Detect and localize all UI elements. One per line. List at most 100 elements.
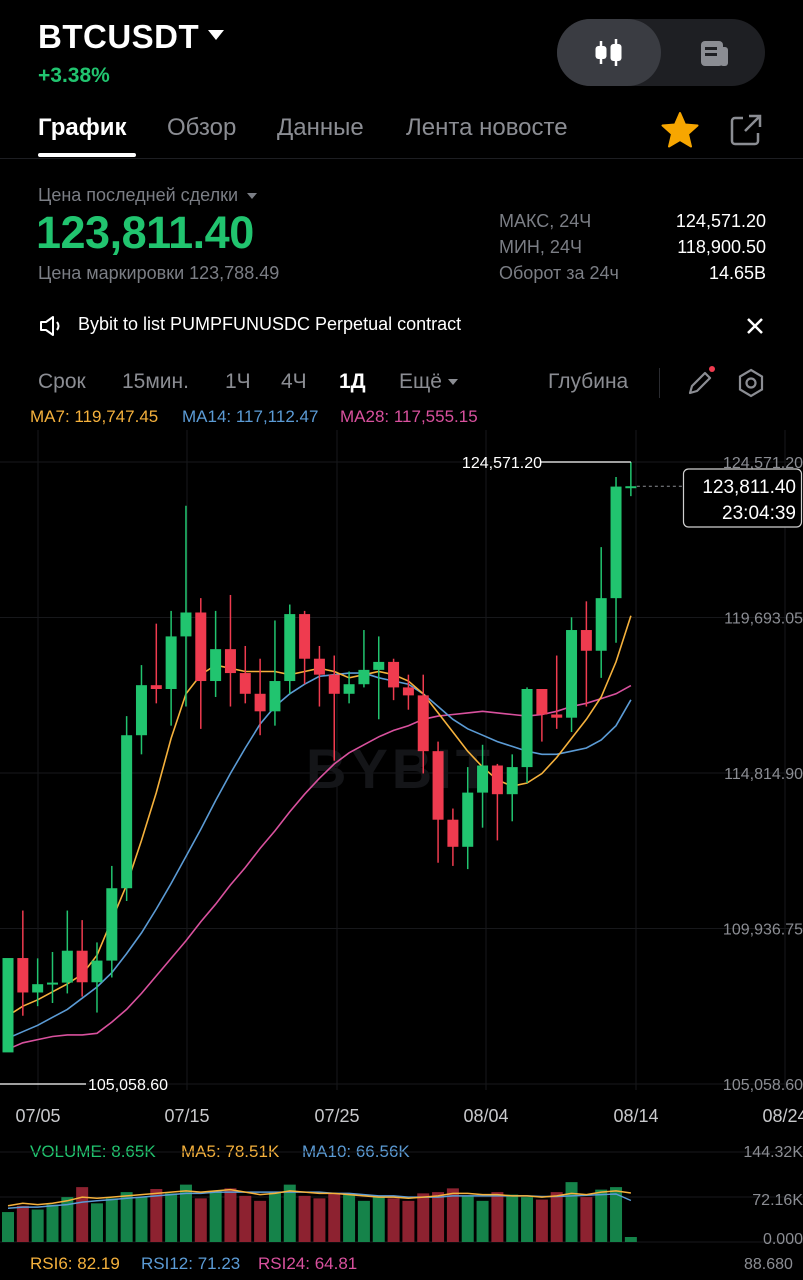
close-notice-button[interactable] <box>745 316 765 341</box>
volume-bar <box>16 1205 29 1242</box>
high-marker-label: 124,571.20 <box>462 455 542 472</box>
tab-data[interactable]: Данные <box>277 114 364 141</box>
candle-body <box>61 950 73 983</box>
volume-bar <box>76 1187 89 1242</box>
chart-settings-button[interactable] <box>735 367 767 404</box>
share-button[interactable] <box>726 110 766 155</box>
timeframe-more[interactable]: Ещё <box>399 370 458 394</box>
volume-bar <box>506 1194 519 1242</box>
volume-bar <box>372 1195 385 1242</box>
turnover-24h-value: 14.65B <box>708 263 766 283</box>
tab-overview[interactable]: Обзор <box>167 114 237 141</box>
candle <box>224 594 236 707</box>
volume-bar <box>565 1182 578 1242</box>
y-axis-tick: 105,058.60 <box>723 1077 803 1094</box>
candle-body <box>491 765 503 795</box>
x-axis-tick: 08/14 <box>613 1106 658 1126</box>
chevron-down-icon[interactable] <box>208 30 224 40</box>
caret-down-icon <box>247 193 258 200</box>
timeframe-4h[interactable]: 4Ч <box>281 370 307 393</box>
last-price-label[interactable]: Цена последней сделки <box>38 185 258 206</box>
candle <box>91 942 103 1013</box>
candle <box>313 645 325 707</box>
info-mode-button[interactable] <box>661 19 765 86</box>
candle <box>254 658 266 736</box>
timeframe-15m[interactable]: 15мин. <box>122 370 189 393</box>
rsi-y-tick: 88.680 <box>744 1256 793 1273</box>
candle <box>580 601 592 707</box>
candle-body <box>76 950 88 983</box>
candle <box>595 547 607 678</box>
timeframe-1d[interactable]: 1Д <box>339 370 366 393</box>
volume-bar <box>165 1193 178 1242</box>
x-axis-tick: 07/15 <box>164 1106 209 1126</box>
candle <box>61 910 73 994</box>
candle <box>180 505 192 707</box>
volume-y-tick: 72.16K <box>752 1192 803 1209</box>
candle <box>239 645 251 704</box>
symbol-title[interactable]: BTCUSDT <box>38 18 200 55</box>
volume-bar <box>595 1189 608 1242</box>
volume-bar <box>150 1188 163 1242</box>
y-axis-tick: 119,693.05 <box>724 611 803 628</box>
caret-down-icon <box>447 379 458 386</box>
volume-bar <box>476 1200 489 1242</box>
low-24h-label: МИН, 24Ч <box>499 237 582 257</box>
volume-bar <box>105 1198 118 1242</box>
volume-bar <box>387 1198 400 1242</box>
candle <box>343 671 355 704</box>
candle-body <box>358 669 370 685</box>
timeframe-1h[interactable]: 1Ч <box>225 370 251 393</box>
turnover-24h-label: Оборот за 24ч <box>499 263 619 283</box>
candle-body <box>462 792 474 847</box>
candle <box>358 630 370 688</box>
candle-body <box>373 661 385 670</box>
tab-chart[interactable]: График <box>38 114 127 141</box>
chart-mode-button[interactable] <box>557 19 661 86</box>
high-24h-value: 124,571.20 <box>675 211 766 231</box>
candle <box>284 604 296 694</box>
candle-body <box>150 685 162 690</box>
x-axis-tick: 08/24 <box>762 1106 803 1126</box>
candle-body <box>580 630 592 651</box>
candle <box>462 767 474 870</box>
candle <box>551 655 563 729</box>
volume-bar <box>239 1195 252 1242</box>
volume-bar <box>521 1197 534 1242</box>
timeframe-period[interactable]: Срок <box>38 370 86 393</box>
x-axis-tick: 07/05 <box>15 1106 60 1126</box>
depth-button[interactable]: Глубина <box>548 370 629 393</box>
notice-text[interactable]: Bybit to list PUMPFUNUSDC Perpetual cont… <box>78 314 462 334</box>
volume-chart[interactable]: 144.32K 72.16K 0.000 <box>0 1130 803 1250</box>
candle-body <box>402 687 414 696</box>
price-change: +3.38% <box>38 64 110 87</box>
candle-body <box>224 649 236 674</box>
tab-news[interactable]: Лента новосте <box>406 114 568 141</box>
candle-body <box>313 658 325 675</box>
candle <box>299 610 311 685</box>
candle-body <box>551 714 563 718</box>
active-tab-indicator <box>38 153 136 157</box>
price-chart[interactable]: BYBIT 124,571.20 119,693.05 114,814.90 109,9… <box>0 430 803 1130</box>
candle <box>388 658 400 701</box>
volume-bar <box>46 1204 59 1242</box>
favorite-button[interactable] <box>660 110 700 155</box>
volume-bar <box>298 1195 311 1242</box>
candle-body <box>135 685 147 736</box>
volume-y-tick: 144.32K <box>743 1144 803 1161</box>
ma28-legend: MA28: 117,555.15 <box>340 407 478 426</box>
draw-tool-button[interactable] <box>684 366 718 405</box>
candle <box>417 674 429 774</box>
volume-bar <box>179 1184 192 1242</box>
volume-bar <box>550 1192 563 1242</box>
candle-body <box>17 958 29 993</box>
candle <box>2 958 14 1053</box>
candle <box>106 865 118 978</box>
volume-bar <box>432 1192 445 1242</box>
volume-bar <box>343 1194 356 1242</box>
candle-body <box>610 486 622 599</box>
divider <box>0 158 803 159</box>
volume-bar <box>328 1193 341 1242</box>
candlestick-icon <box>595 39 622 66</box>
volume-ma5-line <box>7 1188 632 1207</box>
